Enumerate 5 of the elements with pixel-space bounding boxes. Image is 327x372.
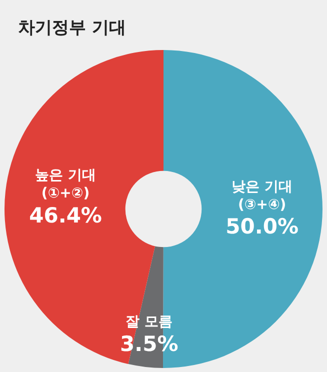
slice-label: 낮은 기대 (③+④) <box>232 178 293 213</box>
slice-label: 높은 기대 (①+②) <box>35 168 96 202</box>
chart-title: 차기정부 기대 <box>18 17 126 39</box>
data-label: 46.4% <box>29 203 102 228</box>
data-label: 50.0% <box>226 214 299 239</box>
